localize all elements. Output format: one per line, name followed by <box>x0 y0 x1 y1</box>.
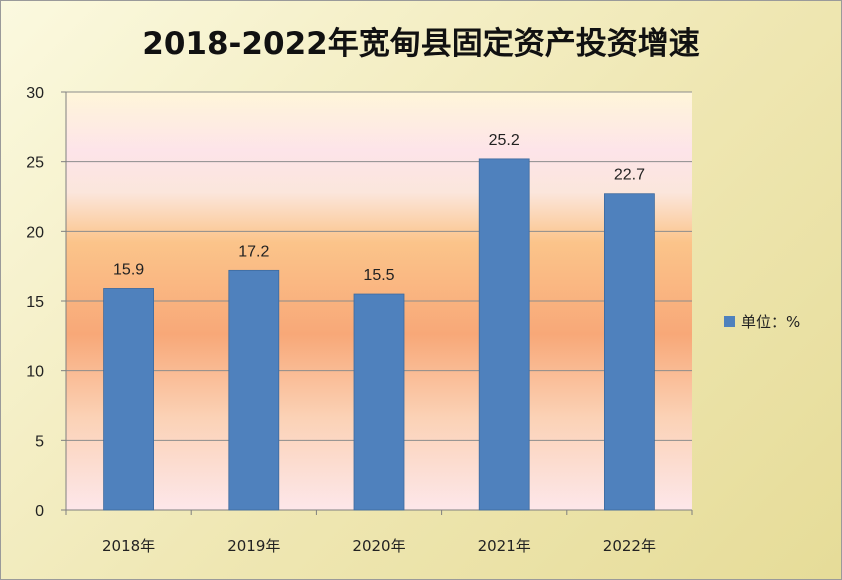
x-tick-label: 2022年 <box>603 537 656 555</box>
y-tick-label: 0 <box>35 503 44 520</box>
bar <box>478 158 530 511</box>
legend: 单位：% <box>724 313 800 331</box>
x-tick-label: 2021年 <box>478 537 531 555</box>
x-tick-label: 2020年 <box>352 537 405 555</box>
data-label: 15.9 <box>113 261 144 278</box>
data-label: 25.2 <box>489 132 520 149</box>
y-tick-label: 5 <box>35 433 44 450</box>
chart-title: 2018-2022年宽甸县固定资产投资增速 <box>142 26 700 62</box>
bar <box>103 288 154 511</box>
x-tick-label: 2019年 <box>227 537 280 555</box>
y-tick-label: 15 <box>26 294 44 311</box>
bar <box>604 193 655 511</box>
y-tick-label: 20 <box>26 224 44 241</box>
bar <box>353 293 405 511</box>
data-label: 17.2 <box>238 243 269 260</box>
x-tick-label: 2018年 <box>102 537 155 555</box>
legend-label: 单位：% <box>741 313 800 331</box>
data-label: 22.7 <box>614 167 645 184</box>
y-tick-label: 25 <box>26 155 44 172</box>
data-label: 15.5 <box>363 267 394 284</box>
y-tick-label: 30 <box>26 85 44 102</box>
y-tick-label: 10 <box>26 364 44 381</box>
bar <box>228 269 280 511</box>
legend-swatch <box>724 316 735 327</box>
